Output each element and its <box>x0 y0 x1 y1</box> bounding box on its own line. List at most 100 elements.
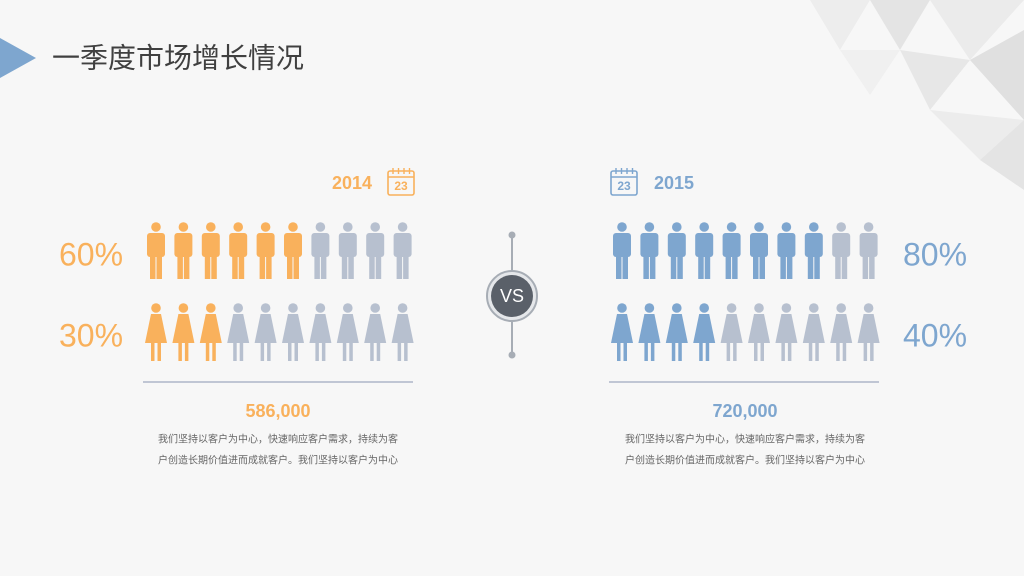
person-icon <box>309 303 332 361</box>
head <box>617 303 627 313</box>
leg <box>287 255 293 279</box>
head <box>754 222 764 232</box>
torso <box>640 233 659 257</box>
person-icon <box>750 222 768 279</box>
leg <box>177 255 183 279</box>
leg <box>862 255 869 279</box>
person-icon <box>284 222 302 279</box>
torso <box>804 233 823 257</box>
dress <box>227 314 250 343</box>
person-icon <box>336 303 359 361</box>
leg <box>836 343 840 361</box>
person-icon <box>748 303 770 361</box>
leg <box>616 255 622 279</box>
leg <box>678 343 682 361</box>
leg <box>404 343 408 361</box>
person-icon <box>391 303 414 361</box>
head <box>151 222 161 232</box>
leg <box>376 343 381 361</box>
leg <box>349 343 353 361</box>
leg <box>267 343 271 361</box>
leg <box>259 255 266 279</box>
leg <box>183 255 190 279</box>
leg <box>205 343 210 361</box>
torso <box>284 233 302 257</box>
head <box>754 303 764 313</box>
person-icon <box>859 222 878 279</box>
leg <box>835 255 841 279</box>
head <box>836 222 846 232</box>
head <box>397 222 408 232</box>
dress <box>199 314 222 343</box>
dress <box>638 314 661 343</box>
leg <box>293 255 299 279</box>
person-icon <box>722 222 741 279</box>
leg <box>369 255 375 279</box>
leg <box>375 255 382 279</box>
leg <box>780 255 786 279</box>
leg <box>650 343 655 361</box>
leg <box>841 255 848 279</box>
dress <box>665 314 688 343</box>
dress <box>693 314 716 343</box>
calendar-icon: 23 <box>610 168 638 196</box>
head <box>343 303 353 313</box>
person-icon <box>613 222 631 279</box>
year-label: 2015 <box>654 173 694 193</box>
head <box>233 222 243 232</box>
leg <box>754 343 758 361</box>
dress <box>830 314 853 343</box>
pictogram-row <box>145 303 414 361</box>
year-label: 2014 <box>332 173 372 193</box>
head <box>151 303 161 313</box>
head <box>809 222 819 232</box>
leg <box>670 255 677 279</box>
dress <box>775 314 798 343</box>
leg <box>151 343 155 361</box>
dress <box>145 314 167 343</box>
leg <box>397 343 402 361</box>
leg <box>233 343 237 361</box>
leg <box>294 343 298 361</box>
person-icon <box>201 222 220 279</box>
head <box>644 303 655 313</box>
leg <box>211 255 217 279</box>
caption-line: 我们坚持以客户为中心，快速响应客户需求，持续为客 <box>625 433 865 446</box>
person-icon <box>282 303 304 361</box>
percent-label: 30% <box>59 317 123 353</box>
torso <box>229 233 248 257</box>
leg <box>863 343 868 361</box>
leg <box>348 255 354 279</box>
leg <box>814 255 820 279</box>
corner-decoration <box>810 0 1024 190</box>
leg <box>649 255 656 279</box>
leg <box>288 343 292 361</box>
head <box>726 303 737 313</box>
leg <box>266 255 272 279</box>
leg <box>212 343 216 361</box>
calendar-icon: 23 <box>387 168 415 196</box>
person-icon <box>775 303 798 361</box>
leg <box>156 255 162 279</box>
head <box>288 222 298 232</box>
torso <box>613 233 631 257</box>
dress <box>172 314 195 343</box>
dress <box>802 314 825 343</box>
percent-label: 60% <box>59 236 123 272</box>
person-icon <box>802 303 825 361</box>
total-value: 586,000 <box>245 401 310 421</box>
head <box>315 222 326 232</box>
person-icon <box>695 222 714 279</box>
leg <box>150 255 156 279</box>
person-icon <box>338 222 357 279</box>
person-icon <box>145 303 167 361</box>
leg <box>733 343 737 361</box>
dress <box>364 314 387 343</box>
leg <box>753 255 759 279</box>
leg <box>314 255 320 279</box>
dress <box>336 314 359 343</box>
caption-line: 户创造长期价值进而成就客户。我们坚持以客户为中心 <box>625 454 865 467</box>
head <box>672 222 682 232</box>
torso <box>201 233 220 257</box>
